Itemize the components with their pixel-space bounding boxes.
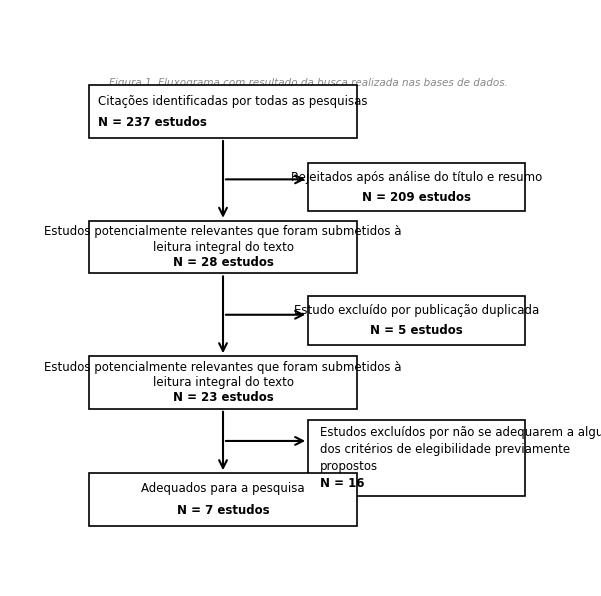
Bar	[89, 221, 357, 274]
Text: N = 7 estudos: N = 7 estudos	[177, 504, 269, 517]
Text: N = 28 estudos: N = 28 estudos	[172, 256, 273, 269]
Text: dos critérios de elegibilidade previamente: dos critérios de elegibilidade previamen…	[320, 443, 570, 457]
Text: leitura integral do texto: leitura integral do texto	[153, 241, 293, 253]
Text: N = 209 estudos: N = 209 estudos	[362, 191, 471, 204]
Bar	[308, 296, 525, 344]
Text: N = 5 estudos: N = 5 estudos	[370, 324, 463, 337]
Text: Estudos potencialmente relevantes que foram submetidos à: Estudos potencialmente relevantes que fo…	[44, 225, 401, 238]
Bar	[308, 163, 525, 212]
Text: Estudos excluídos por não se adequarem a algum: Estudos excluídos por não se adequarem a…	[320, 426, 601, 439]
Text: N = 16: N = 16	[320, 477, 364, 490]
Bar	[89, 356, 357, 409]
Text: Estudos potencialmente relevantes que foram submetidos à: Estudos potencialmente relevantes que fo…	[44, 361, 401, 374]
Text: N = 23 estudos: N = 23 estudos	[172, 391, 273, 404]
Text: Figura 1. Fluxograma com resultado da busca realizada nas bases de dados.: Figura 1. Fluxograma com resultado da bu…	[109, 79, 507, 88]
Text: leitura integral do texto: leitura integral do texto	[153, 376, 293, 389]
Bar	[308, 420, 525, 496]
Text: Rejeitados após análise do título e resumo: Rejeitados após análise do título e resu…	[291, 171, 542, 184]
Text: propostos: propostos	[320, 460, 378, 473]
Bar	[89, 85, 357, 138]
Text: N = 237 estudos: N = 237 estudos	[99, 116, 207, 129]
Text: Estudo excluído por publicação duplicada: Estudo excluído por publicação duplicada	[294, 305, 539, 317]
Text: Adequados para a pesquisa: Adequados para a pesquisa	[141, 482, 305, 495]
Bar	[89, 473, 357, 526]
Text: Citações identificadas por todas as pesquisas: Citações identificadas por todas as pesq…	[99, 95, 368, 108]
